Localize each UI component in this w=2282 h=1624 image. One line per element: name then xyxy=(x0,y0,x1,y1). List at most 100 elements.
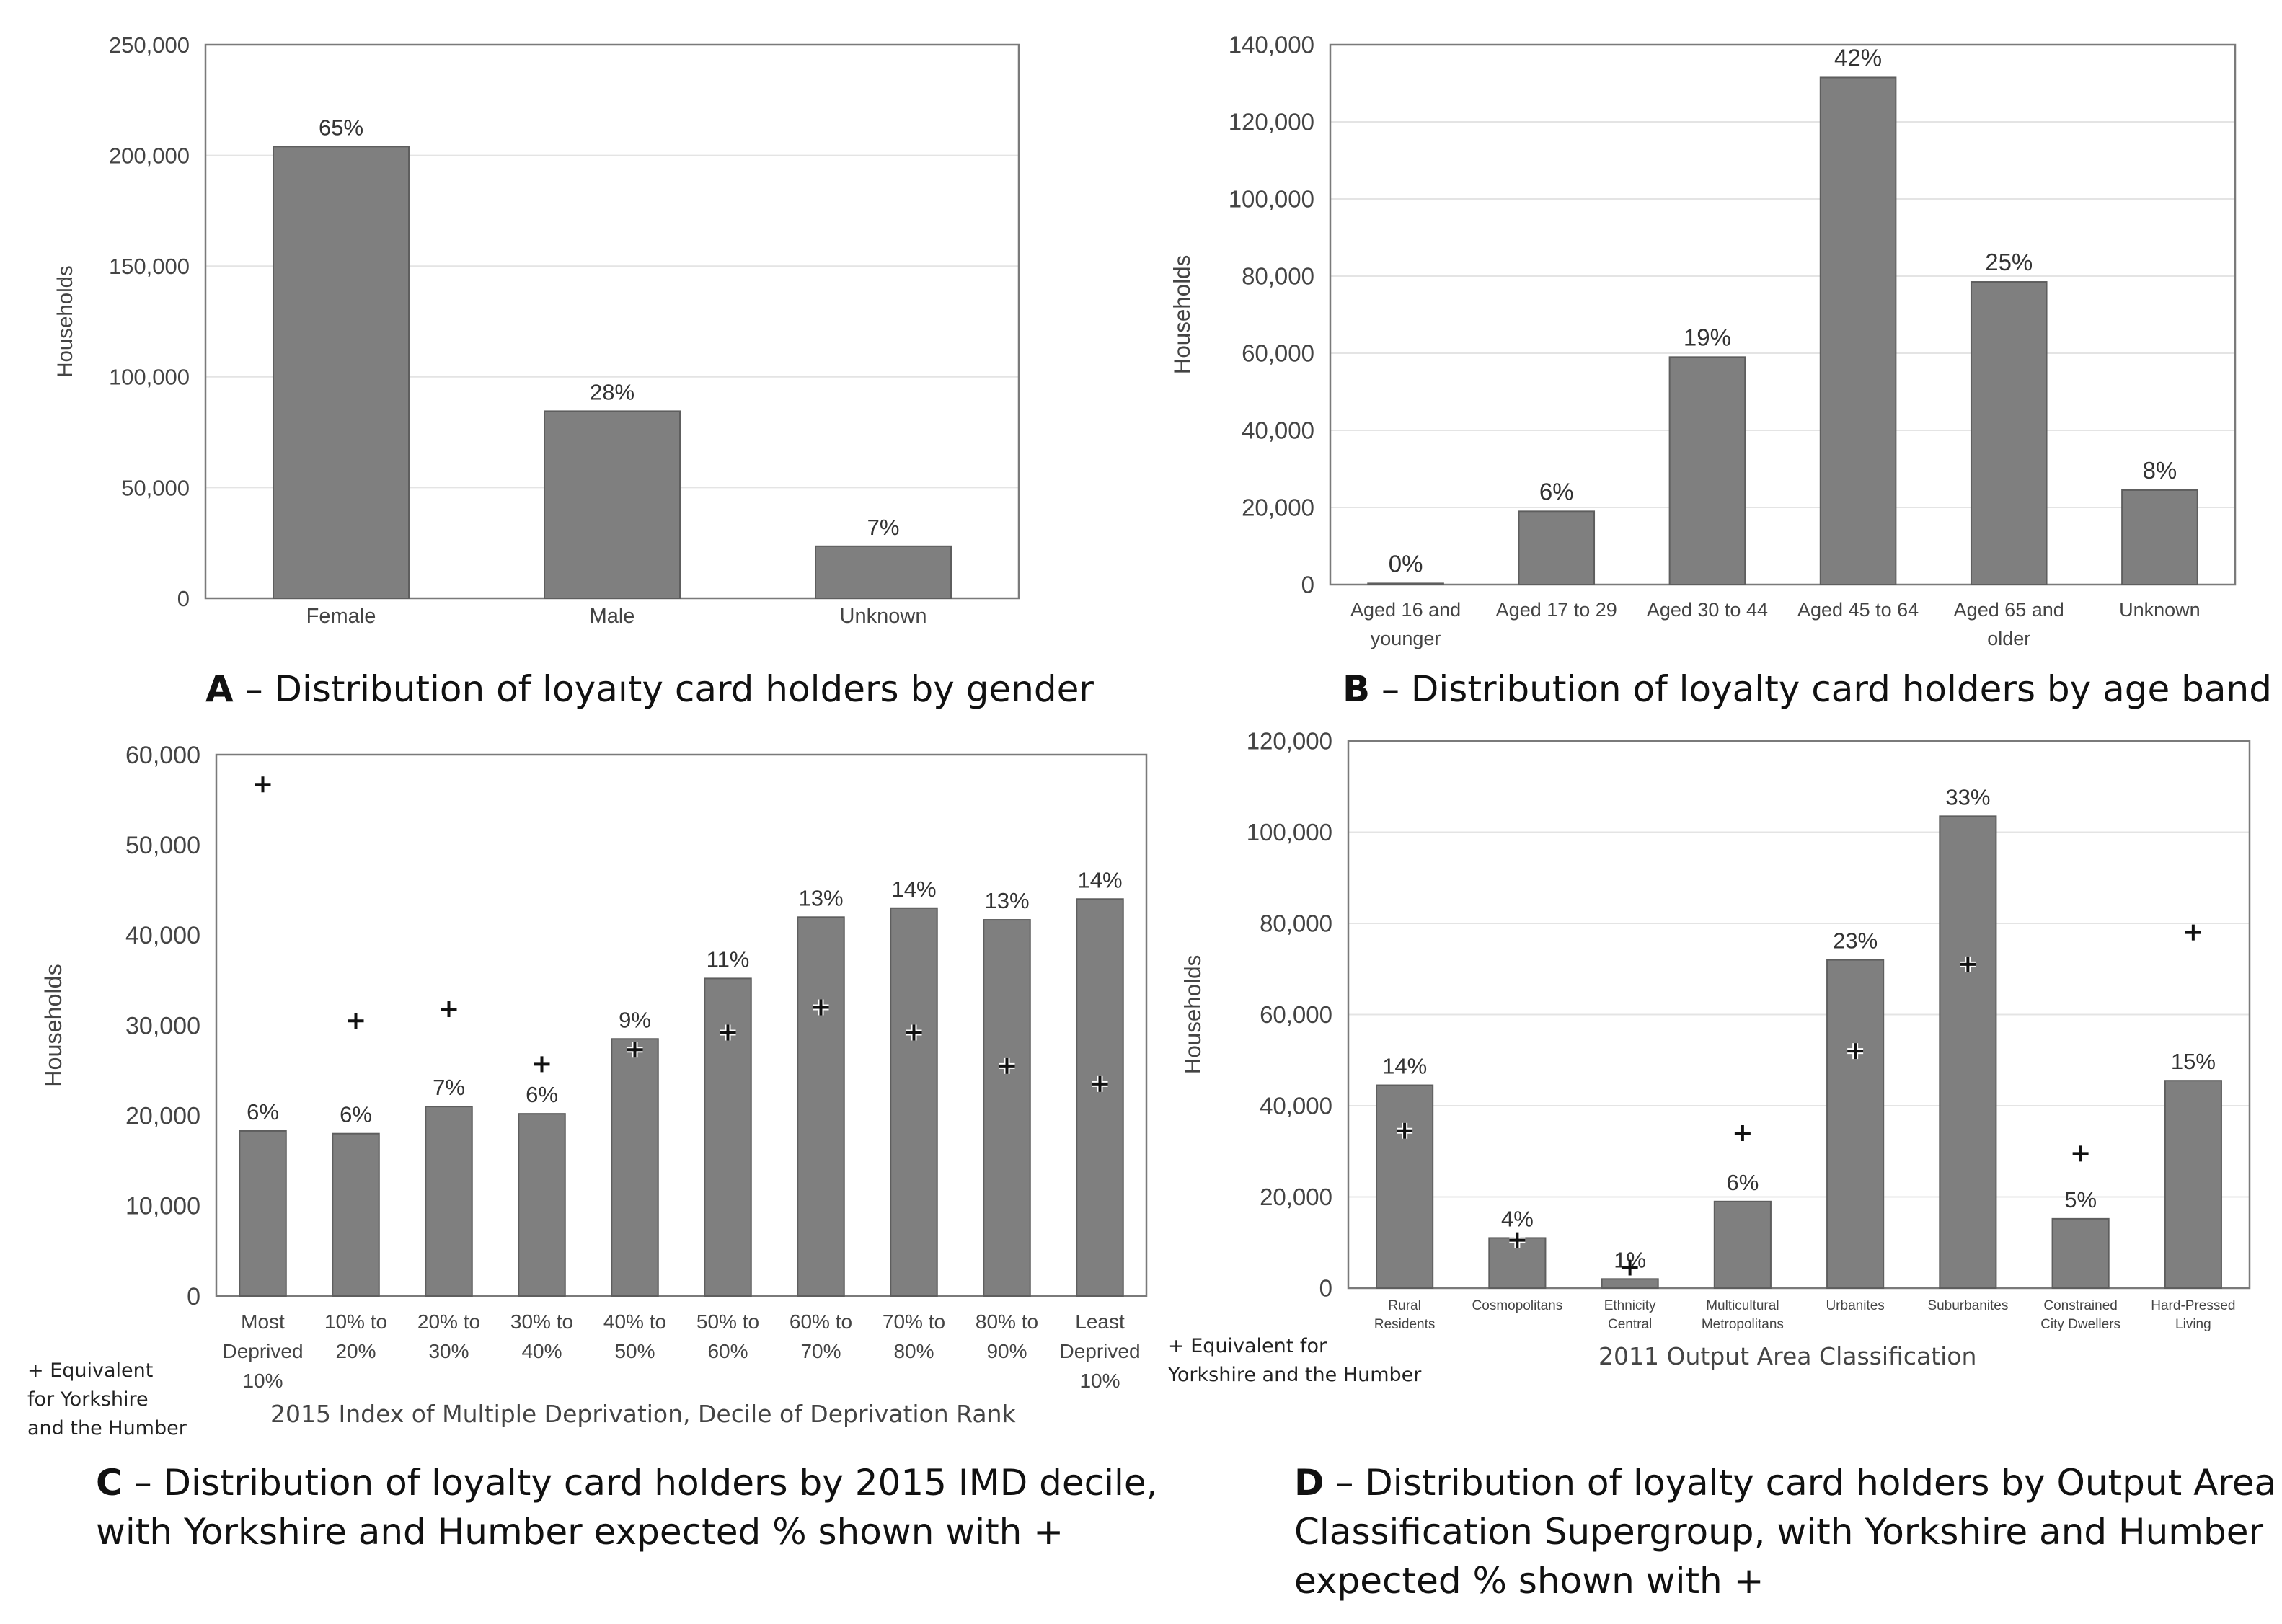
y-axis-title: Households xyxy=(1180,955,1206,1075)
data-label: 5% xyxy=(2064,1187,2097,1212)
x-tick-label: Hard-Pressed Living xyxy=(2151,1298,2235,1332)
bar xyxy=(2164,1080,2222,1289)
data-label: 8% xyxy=(2143,457,2177,484)
bar xyxy=(1826,959,1885,1289)
x-tick-label: 30% to 40% xyxy=(510,1310,573,1362)
x-tick-label: Constrained City Dwellers xyxy=(2040,1298,2120,1332)
data-label: 33% xyxy=(1945,784,1990,809)
y-tick-label: 60,000 xyxy=(1242,340,1314,367)
x-tick-label: Cosmopolitans xyxy=(1472,1298,1563,1313)
data-label: 19% xyxy=(1684,324,1731,350)
data-label: 6% xyxy=(340,1102,372,1127)
data-label: 7% xyxy=(433,1075,465,1100)
caption-a: A – Distribution of loyaıty card holders… xyxy=(205,668,1094,710)
expected-marker xyxy=(627,1042,643,1058)
x-tick-label: Aged 65 and older xyxy=(1954,599,2064,649)
data-label: 14% xyxy=(1077,867,1122,892)
y-axis-title: Households xyxy=(1169,255,1195,375)
x-tick-label: Most Deprived 10% xyxy=(222,1310,303,1392)
chart-imd-decile: 0 10,000 20,000 30,000 40,000 50,000 60,000 6% M… xyxy=(40,742,1148,1392)
y-tick-label: 80,000 xyxy=(1260,910,1332,937)
data-label: 4% xyxy=(1501,1206,1534,1231)
bar xyxy=(797,916,845,1297)
y-tick-label: 150,000 xyxy=(109,254,190,279)
x-tick-label: Least Deprived 10% xyxy=(1059,1310,1140,1392)
y-tick-label: 0 xyxy=(187,1283,200,1310)
y-tick-label: 100,000 xyxy=(109,365,190,390)
data-label: 13% xyxy=(798,885,843,910)
x-tick-label: 40% to 50% xyxy=(603,1310,666,1362)
x-tick-label: Aged 16 and younger xyxy=(1350,599,1461,649)
plot-area xyxy=(1329,43,2237,586)
bar xyxy=(1518,510,1596,585)
bar xyxy=(1713,1200,1772,1290)
y-tick-label: 200,000 xyxy=(109,143,190,168)
plot-area xyxy=(1347,740,2251,1290)
expected-marker xyxy=(813,999,829,1016)
bar xyxy=(1367,582,1444,586)
chart-age-band: 0 20,000 40,000 60,000 80,000 100,000 120,000 1… xyxy=(1169,32,2237,649)
data-label: 11% xyxy=(707,946,750,972)
data-label: 0% xyxy=(1389,550,1423,577)
x-axis-title-c: 2015 Index of Multiple Deprivation, Deci… xyxy=(270,1400,1016,1428)
y-tick-label: 250,000 xyxy=(109,32,190,58)
y-axis-title: Households xyxy=(40,964,66,1087)
expected-marker-halo xyxy=(1734,1124,1751,1141)
x-tick-label: 80% to 90% xyxy=(976,1310,1038,1362)
x-tick-label: Male xyxy=(590,605,635,628)
y-tick-label: 100,000 xyxy=(1247,819,1332,846)
bar xyxy=(1076,898,1124,1297)
bar xyxy=(890,907,938,1297)
bar xyxy=(1601,1278,1659,1289)
data-label: 23% xyxy=(1833,928,1878,954)
data-label: 9% xyxy=(619,1007,651,1032)
y-tick-label: 140,000 xyxy=(1229,32,1314,58)
y-tick-label: 80,000 xyxy=(1242,263,1314,290)
y-tick-label: 60,000 xyxy=(1260,1001,1332,1028)
bar xyxy=(611,1038,659,1297)
x-tick-label: 20% to 30% xyxy=(417,1310,480,1362)
y-tick-label: 120,000 xyxy=(1247,728,1332,755)
legend-note-d: + Equivalent for Yorkshire and the Humbe… xyxy=(1168,1335,1422,1386)
x-tick-label: Multicultural Metropolitans xyxy=(1702,1298,1784,1332)
data-label: 13% xyxy=(984,888,1029,913)
data-label: 65% xyxy=(319,115,363,140)
data-label: 6% xyxy=(526,1082,558,1107)
x-tick-label: Aged 45 to 64 xyxy=(1797,599,1919,621)
x-axis-title-d: 2011 Output Area Classification xyxy=(1598,1342,1977,1370)
y-tick-label: 0 xyxy=(1319,1275,1332,1302)
bar xyxy=(1376,1084,1434,1289)
y-tick-label: 40,000 xyxy=(1242,417,1314,444)
expected-marker xyxy=(1397,1122,1413,1139)
data-label: 7% xyxy=(867,515,900,540)
x-tick-label: Aged 17 to 29 xyxy=(1496,599,1617,621)
bar xyxy=(1819,76,1897,586)
expected-marker-halo xyxy=(1622,1259,1638,1276)
expected-marker-halo xyxy=(255,776,271,793)
expected-marker xyxy=(720,1024,736,1041)
x-tick-label: 60% to 70% xyxy=(790,1310,852,1362)
y-tick-label: 10,000 xyxy=(125,1193,200,1220)
expected-marker xyxy=(906,1024,922,1041)
x-tick-label: Urbanites xyxy=(1826,1298,1884,1313)
y-tick-label: 0 xyxy=(1301,572,1314,598)
expected-marker-halo xyxy=(2072,1145,2089,1162)
bar xyxy=(983,919,1031,1297)
data-label: 42% xyxy=(1834,44,1882,71)
x-tick-label: Rural Residents xyxy=(1374,1298,1436,1332)
x-tick-label: 70% to 80% xyxy=(883,1310,945,1362)
bar xyxy=(1970,281,2048,585)
bar xyxy=(544,410,681,600)
y-tick-label: 20,000 xyxy=(1242,494,1314,521)
data-label: 28% xyxy=(590,379,634,404)
expected-marker-halo xyxy=(2185,924,2201,941)
y-tick-label: 50,000 xyxy=(121,475,190,500)
y-tick-label: 100,000 xyxy=(1229,186,1314,213)
expected-marker-halo xyxy=(441,1000,457,1017)
data-label: 15% xyxy=(2171,1049,2216,1074)
expected-marker-halo xyxy=(534,1056,550,1073)
chart-gender: 0 50,000 100,000 150,000 200,000 250,000 65% Fe… xyxy=(53,32,1020,628)
data-label: 25% xyxy=(1985,249,2033,275)
expected-marker xyxy=(1847,1043,1864,1060)
bar xyxy=(1939,815,1997,1290)
